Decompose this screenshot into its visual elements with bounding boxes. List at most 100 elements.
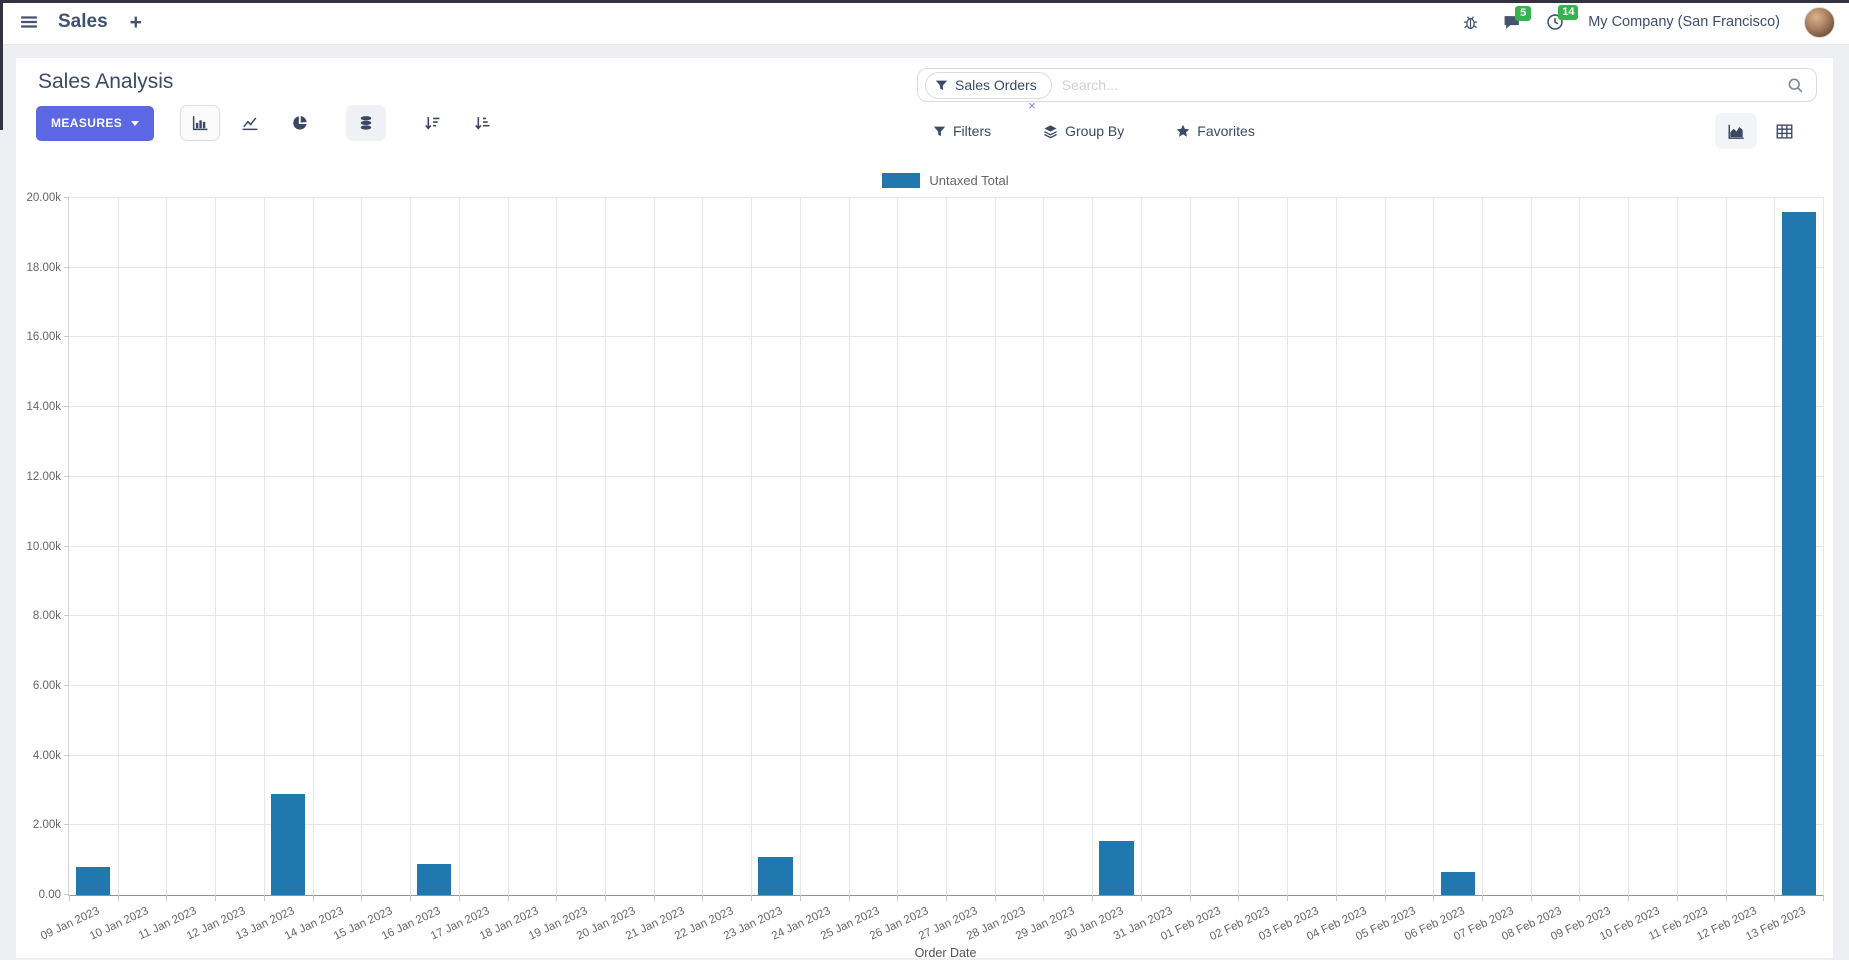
avatar[interactable] bbox=[1804, 6, 1835, 38]
gridline bbox=[1140, 198, 1142, 895]
graph-view-button[interactable] bbox=[1715, 113, 1757, 149]
search-bar: Sales Orders × bbox=[917, 68, 1817, 112]
y-axis-tick bbox=[64, 684, 69, 686]
facet-remove-icon[interactable]: × bbox=[1028, 97, 1036, 113]
gridline bbox=[1530, 198, 1532, 895]
y-axis-label: 8.00k bbox=[32, 610, 61, 623]
x-axis-tick bbox=[361, 895, 363, 901]
y-axis-label: 6.00k bbox=[32, 679, 61, 692]
x-axis-tick bbox=[1189, 895, 1191, 901]
main-content: Sales Analysis MEASURES bbox=[16, 58, 1833, 960]
search-menus: Filters Group By Favorites bbox=[917, 113, 1817, 149]
gridline bbox=[1823, 198, 1824, 895]
bar[interactable] bbox=[1440, 872, 1475, 895]
x-axis-tick bbox=[702, 895, 704, 901]
x-axis-tick bbox=[1384, 895, 1386, 901]
stacked-toggle-button[interactable] bbox=[346, 105, 387, 141]
x-axis-tick bbox=[1287, 895, 1289, 901]
gridline bbox=[263, 198, 265, 895]
y-axis-tick bbox=[64, 336, 69, 338]
line-chart-button[interactable] bbox=[230, 105, 270, 141]
pivot-view-button[interactable] bbox=[1763, 113, 1805, 149]
y-axis-tick bbox=[64, 475, 69, 477]
search-icon[interactable] bbox=[1787, 77, 1804, 94]
x-axis-tick bbox=[848, 895, 850, 901]
y-axis-label: 4.00k bbox=[32, 749, 61, 762]
messages-icon[interactable]: 5 bbox=[1503, 5, 1532, 31]
debug-bug-icon[interactable] bbox=[1462, 14, 1479, 31]
x-axis-tick bbox=[751, 895, 753, 901]
x-axis-tick bbox=[69, 895, 70, 901]
x-axis-tick bbox=[1725, 895, 1727, 901]
gridline bbox=[1628, 198, 1630, 895]
gridline bbox=[215, 198, 217, 895]
x-axis-tick bbox=[994, 895, 996, 901]
legend-label: Untaxed Total bbox=[929, 173, 1009, 188]
legend-item[interactable]: Untaxed Total bbox=[68, 173, 1823, 188]
y-axis-label: 14.00k bbox=[26, 401, 61, 414]
company-menu[interactable]: My Company (San Francisco) bbox=[1588, 14, 1780, 30]
gridline bbox=[69, 197, 1823, 198]
gridline bbox=[994, 198, 996, 895]
gridline bbox=[1335, 198, 1337, 895]
chevron-down-icon bbox=[131, 120, 140, 126]
x-axis-tick bbox=[1676, 895, 1678, 901]
page-title: Sales Analysis bbox=[38, 70, 174, 93]
app-name[interactable]: Sales bbox=[58, 11, 108, 32]
measures-button[interactable]: MEASURES bbox=[36, 105, 155, 141]
star-icon bbox=[1176, 124, 1190, 137]
y-axis-tick bbox=[64, 545, 69, 547]
x-axis-tick bbox=[458, 895, 460, 901]
gridline bbox=[1481, 198, 1483, 895]
activities-badge: 14 bbox=[1558, 5, 1579, 20]
gridline bbox=[1238, 198, 1240, 895]
graph-view-icon bbox=[1728, 124, 1744, 139]
favorites-menu-button[interactable]: Favorites bbox=[1170, 122, 1261, 140]
layers-icon bbox=[1044, 124, 1058, 138]
sort-asc-button[interactable] bbox=[462, 105, 502, 141]
x-axis-tick bbox=[263, 895, 265, 901]
sort-asc-icon bbox=[475, 117, 490, 130]
x-axis-tick bbox=[215, 895, 217, 901]
gridline bbox=[1774, 198, 1776, 895]
stacked-icon bbox=[360, 116, 372, 130]
pie-chart-button[interactable] bbox=[280, 105, 320, 141]
activities-clock-icon[interactable]: 14 bbox=[1546, 5, 1579, 31]
gridline bbox=[1092, 198, 1094, 895]
gridline bbox=[556, 198, 558, 895]
search-facet[interactable]: Sales Orders bbox=[925, 71, 1052, 99]
filters-menu-button[interactable]: Filters bbox=[927, 122, 997, 140]
bar[interactable] bbox=[758, 856, 793, 895]
bar[interactable] bbox=[271, 793, 306, 895]
gridline bbox=[848, 198, 850, 895]
new-tab-button[interactable]: + bbox=[129, 10, 142, 34]
bar-chart-button[interactable] bbox=[180, 105, 221, 141]
menu-icon[interactable] bbox=[16, 9, 42, 35]
search-input[interactable] bbox=[1059, 76, 1779, 94]
gridline bbox=[1384, 198, 1386, 895]
gridline bbox=[653, 198, 655, 895]
y-axis-tick bbox=[64, 266, 69, 268]
y-axis-label: 12.00k bbox=[26, 470, 61, 483]
gridline bbox=[361, 198, 363, 895]
bar[interactable] bbox=[76, 867, 111, 895]
group-by-menu-button[interactable]: Group By bbox=[1037, 122, 1130, 140]
x-axis-tick bbox=[1481, 895, 1483, 901]
x-axis-tick bbox=[507, 895, 509, 901]
filter-icon bbox=[933, 126, 946, 136]
bar[interactable] bbox=[417, 863, 452, 895]
gridline bbox=[507, 198, 509, 895]
x-axis-tick bbox=[799, 895, 801, 901]
gridline bbox=[1579, 198, 1581, 895]
x-axis-tick bbox=[946, 895, 947, 901]
plot-area: 0.00 2.00k 4.00k 6.00k 8.00k 10.00k 12.00k 14.0… bbox=[26, 192, 1824, 901]
x-axis-tick bbox=[1579, 895, 1581, 901]
graph-view: Untaxed Total 0.00 2.00k 4.00k 6.00k 8.00k 10… bbox=[16, 153, 1833, 960]
gridline bbox=[1043, 198, 1045, 895]
bar[interactable] bbox=[1099, 840, 1134, 895]
gridline bbox=[1725, 198, 1727, 895]
bar[interactable] bbox=[1781, 211, 1816, 895]
gridline bbox=[799, 198, 801, 895]
sort-desc-button[interactable] bbox=[412, 105, 452, 141]
x-axis-tick bbox=[1043, 895, 1045, 901]
